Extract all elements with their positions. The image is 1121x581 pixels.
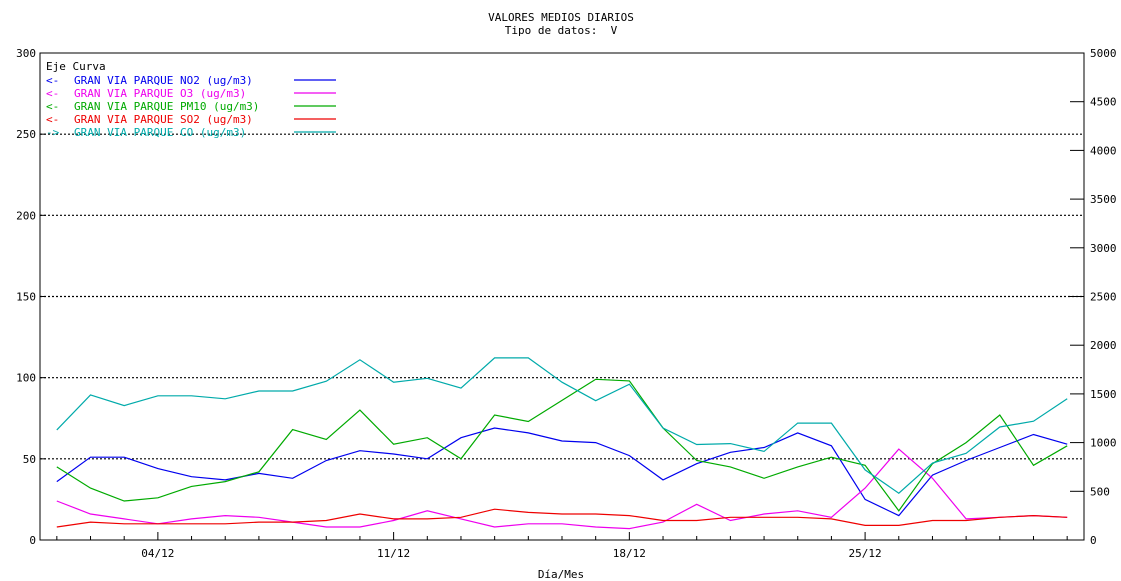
right-y-axis: 0 500 1000 1500 2000 2500 3000 3500 4000 4500 5000 [1070,47,1117,547]
legend: Eje Curva <- GRAN VIA PARQUE NO2 (ug/m3) <… [46,60,336,139]
right-y-tick-label: 0 [1090,534,1097,547]
legend-label-so2: GRAN VIA PARQUE SO2 (ug/m3) [74,113,253,126]
right-y-tick-label: 2000 [1090,339,1117,352]
right-y-tick-label: 3500 [1090,193,1117,206]
left-y-tick-label: 150 [16,291,36,304]
legend-arrow-so2: <- [46,113,59,126]
right-y-tick-label: 4500 [1090,96,1117,109]
right-y-tick-label: 4000 [1090,144,1117,157]
left-y-tick-label: 300 [16,47,36,60]
series-line-o3 [57,449,1067,528]
legend-arrow-pm10: <- [46,100,59,113]
right-y-tick-label: 1500 [1090,388,1117,401]
left-y-tick-label: 250 [16,128,36,141]
legend-arrow-o3: <- [46,87,59,100]
x-axis: 04/12 11/12 18/12 25/12 [57,532,1067,560]
right-y-tick-label: 2500 [1090,291,1117,304]
right-y-tick-label: 3000 [1090,242,1117,255]
left-y-tick-label: 50 [23,453,36,466]
legend-header: Eje Curva [46,60,106,73]
x-tick-label: 25/12 [849,547,882,560]
chart-title: VALORES MEDIOS DIARIOS [488,11,634,24]
legend-label-o3: GRAN VIA PARQUE O3 (ug/m3) [74,87,246,100]
legend-arrow-co: -> [46,126,60,139]
right-y-tick-label: 500 [1090,485,1110,498]
series-lines [57,358,1067,529]
legend-arrow-no2: <- [46,74,59,87]
legend-label-no2: GRAN VIA PARQUE NO2 (ug/m3) [74,74,253,87]
grid-lines [40,134,1084,459]
x-tick-label: 04/12 [141,547,174,560]
left-y-axis: 0 50 100 150 200 250 300 [16,47,46,547]
chart-subtitle: Tipo de datos: V [505,24,618,37]
legend-label-co: GRAN VIA PARQUE CO (ug/m3) [74,126,246,139]
left-y-tick-label: 100 [16,372,36,385]
series-line-pm10 [57,379,1067,511]
x-tick-label: 18/12 [613,547,646,560]
right-y-tick-label: 1000 [1090,437,1117,450]
left-y-tick-label: 200 [16,209,36,222]
left-y-tick-label: 0 [29,534,36,547]
legend-label-pm10: GRAN VIA PARQUE PM10 (ug/m3) [74,100,259,113]
series-line-no2 [57,428,1067,516]
x-tick-label: 11/12 [377,547,410,560]
right-y-tick-label: 5000 [1090,47,1117,60]
x-axis-label: Día/Mes [538,568,584,581]
